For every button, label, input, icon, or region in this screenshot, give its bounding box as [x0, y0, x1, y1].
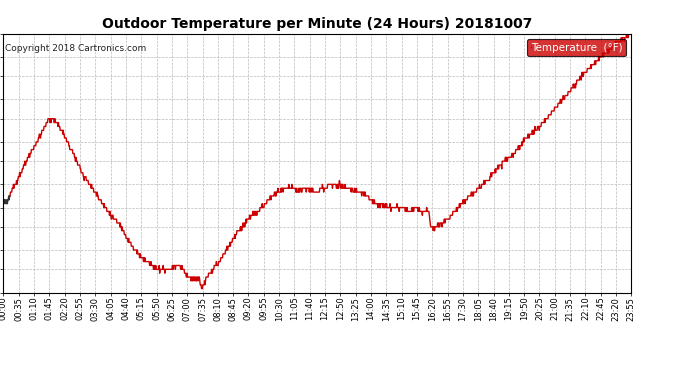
Legend: Temperature  (°F): Temperature (°F)	[527, 39, 626, 56]
Title: Outdoor Temperature per Minute (24 Hours) 20181007: Outdoor Temperature per Minute (24 Hours…	[102, 17, 533, 31]
Text: Copyright 2018 Cartronics.com: Copyright 2018 Cartronics.com	[5, 44, 146, 53]
